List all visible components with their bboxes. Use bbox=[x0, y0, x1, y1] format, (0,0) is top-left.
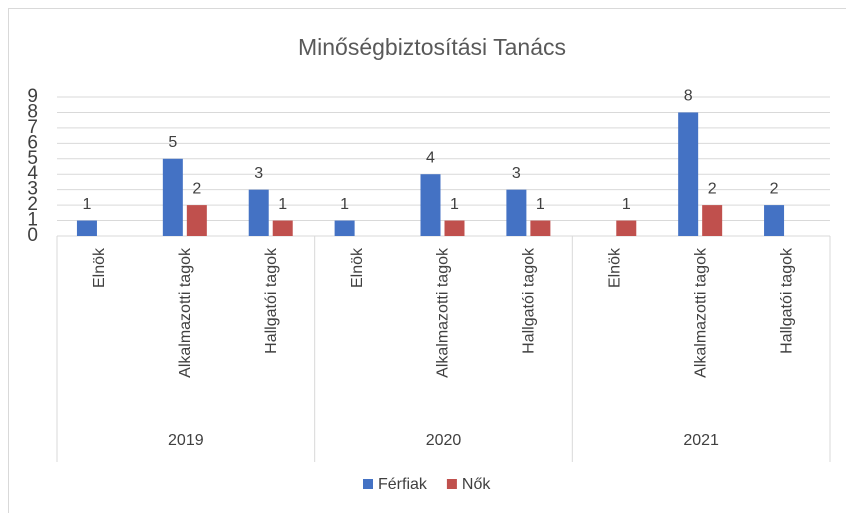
value-label: 2 bbox=[708, 180, 717, 197]
bar bbox=[186, 205, 207, 236]
y-tick-label: 0 bbox=[27, 225, 38, 246]
x-tick-label: Alkalmazotti tagok bbox=[435, 247, 452, 378]
y-tick-label: 8 bbox=[27, 101, 38, 122]
y-tick-label: 6 bbox=[27, 132, 38, 153]
legend-swatch bbox=[363, 479, 373, 489]
y-tick-label: 9 bbox=[27, 86, 38, 107]
value-label: 1 bbox=[340, 196, 349, 213]
y-tick-label: 7 bbox=[27, 117, 38, 138]
x-tick-label: Alkalmazotti tagok bbox=[692, 247, 709, 378]
value-label: 1 bbox=[536, 196, 545, 213]
legend-label: Férfiak bbox=[378, 476, 428, 493]
x-tick-label: Hallgatói tagok bbox=[778, 247, 795, 354]
value-label: 1 bbox=[450, 196, 459, 213]
chart-title: Minőségbiztosítási Tanács bbox=[298, 34, 566, 60]
value-label: 8 bbox=[684, 88, 693, 105]
value-label: 1 bbox=[82, 196, 91, 213]
bar bbox=[272, 220, 293, 236]
x-tick-label: Elnök bbox=[91, 247, 108, 288]
bar bbox=[420, 174, 441, 236]
y-tick-label: 2 bbox=[27, 194, 38, 215]
y-tick-label: 1 bbox=[27, 210, 38, 231]
value-label: 3 bbox=[512, 165, 521, 182]
value-label: 2 bbox=[770, 180, 779, 197]
bar bbox=[76, 220, 97, 236]
bar bbox=[530, 220, 551, 236]
x-tick-label: Hallgatói tagok bbox=[263, 247, 280, 354]
x-tick-label: Hallgatói tagok bbox=[521, 247, 538, 354]
bar bbox=[162, 158, 183, 236]
bar bbox=[248, 189, 269, 236]
group-label: 2021 bbox=[683, 432, 719, 449]
group-label: 2019 bbox=[168, 432, 204, 449]
legend-swatch bbox=[446, 479, 457, 489]
value-label: 5 bbox=[168, 134, 177, 151]
y-tick-label: 3 bbox=[27, 179, 38, 200]
bar bbox=[444, 220, 465, 236]
bar bbox=[764, 205, 785, 236]
value-label: 3 bbox=[254, 165, 263, 182]
bar bbox=[334, 220, 355, 236]
x-tick-label: Elnök bbox=[349, 247, 366, 288]
legend-label: Nők bbox=[462, 476, 491, 493]
bar bbox=[678, 112, 699, 236]
y-tick-label: 4 bbox=[27, 163, 38, 184]
value-label: 4 bbox=[426, 149, 435, 166]
bar bbox=[506, 189, 527, 236]
value-label: 2 bbox=[192, 180, 201, 197]
value-label: 1 bbox=[278, 196, 287, 213]
y-tick-label: 5 bbox=[27, 148, 38, 169]
value-label: 1 bbox=[622, 196, 631, 213]
group-label: 2020 bbox=[426, 432, 462, 449]
x-tick-label: Elnök bbox=[606, 247, 623, 288]
bar bbox=[616, 220, 637, 236]
x-tick-label: Alkalmazotti tagok bbox=[177, 247, 194, 378]
chart-border bbox=[8, 8, 846, 513]
bar bbox=[702, 205, 723, 236]
